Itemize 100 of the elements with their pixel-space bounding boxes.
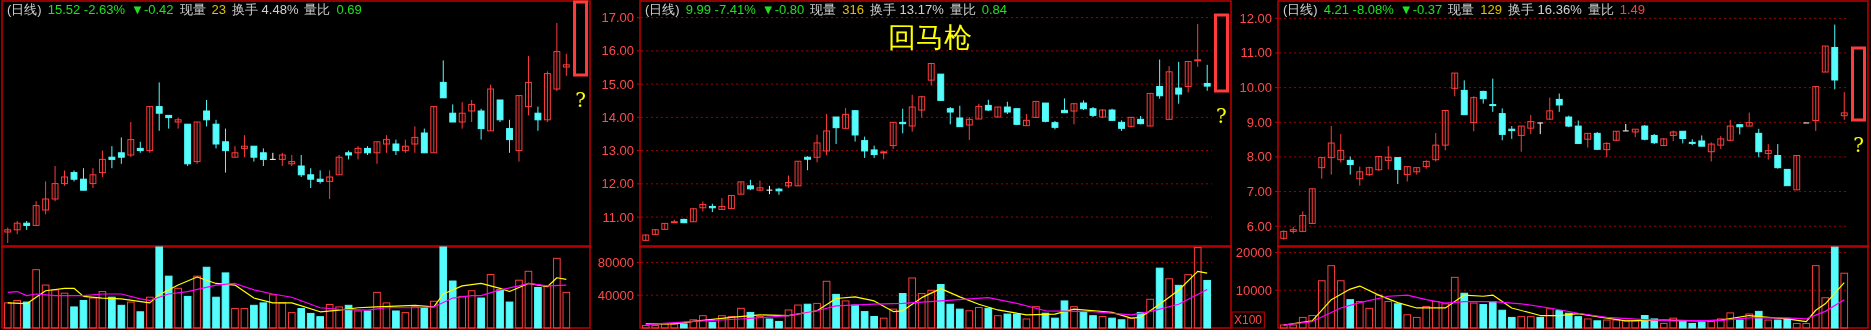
- candlestick: [212, 119, 220, 149]
- bar: [756, 316, 764, 329]
- bar: [775, 320, 783, 329]
- candlestick: [1441, 109, 1449, 151]
- bar: [164, 275, 173, 329]
- bar: [841, 300, 850, 329]
- chart-title: (日线): [7, 2, 42, 17]
- bar: [1203, 279, 1212, 329]
- candlestick: [1593, 131, 1601, 151]
- bar: [1098, 316, 1107, 329]
- y-tick-label: 12.00: [601, 176, 634, 192]
- y-tick-label: 15.00: [601, 76, 634, 92]
- candlestick: [775, 187, 783, 196]
- y-tick-label: 12.00: [1239, 10, 1272, 26]
- candlestick: [1536, 122, 1544, 135]
- candlestick: [1356, 166, 1364, 187]
- bar: [1346, 299, 1355, 329]
- candlestick: [718, 197, 726, 211]
- bar: [505, 301, 514, 329]
- bar: [136, 311, 145, 329]
- bar: [1745, 313, 1754, 329]
- bar: [965, 310, 974, 329]
- annotation: 9.99 -7.41%: [685, 2, 757, 17]
- text: 量比: [304, 2, 331, 17]
- candlestick: [1165, 65, 1173, 120]
- candlestick: [525, 55, 532, 116]
- bar: [1840, 272, 1849, 329]
- y-tick-label: 10.00: [1239, 80, 1272, 96]
- bar: [1193, 247, 1202, 329]
- bar: [1003, 313, 1012, 329]
- annotation: 回马枪: [888, 22, 973, 53]
- candlestick: [1555, 93, 1563, 113]
- candlestick: [908, 94, 916, 133]
- bar: [155, 246, 164, 329]
- bar: [1013, 313, 1021, 329]
- bar: [1469, 302, 1478, 329]
- candlestick: [80, 167, 87, 191]
- candlestick: [794, 160, 802, 187]
- bar: [1127, 317, 1135, 329]
- line-series: [645, 288, 1208, 326]
- bar: [183, 295, 192, 329]
- annotation: 换手 13.17%: [869, 2, 945, 17]
- bar: [898, 293, 907, 329]
- candlestick: [1821, 45, 1829, 73]
- bar: [851, 304, 859, 329]
- candlestick: [98, 150, 106, 178]
- bar: [1735, 319, 1744, 329]
- bar: [784, 309, 793, 329]
- bar: [1507, 316, 1516, 329]
- candlestick: [1403, 166, 1411, 183]
- candlestick: [1517, 125, 1525, 153]
- candlestick: [1489, 78, 1497, 113]
- bar: [794, 304, 802, 329]
- bar: [22, 301, 31, 329]
- candlestick: [813, 134, 821, 163]
- candlestick: [1384, 145, 1392, 170]
- chart-title: (日线): [645, 2, 680, 17]
- candlestick: [1327, 125, 1335, 176]
- bar: [448, 280, 457, 329]
- bar: [1479, 304, 1488, 329]
- bar: [193, 275, 201, 329]
- candlestick: [487, 84, 495, 132]
- annotation: ▼-0.37: [1399, 2, 1443, 17]
- annotation: 129: [1480, 2, 1502, 17]
- candlestick: [956, 105, 964, 128]
- candlestick: [756, 180, 764, 192]
- candlestick: [861, 136, 869, 159]
- annotation: 4.21 -8.08%: [1323, 2, 1395, 17]
- bar: [1165, 278, 1173, 329]
- candlestick: [51, 165, 59, 202]
- y-tick-label: 20000: [1235, 244, 1272, 260]
- candlestick: [870, 145, 878, 159]
- candlestick: [515, 95, 523, 163]
- candlestick: [1318, 157, 1326, 180]
- candlestick: [146, 106, 154, 154]
- text: 0.69: [336, 2, 362, 17]
- bar: [689, 319, 698, 329]
- bar: [822, 280, 831, 329]
- candlestick: [458, 101, 466, 130]
- candlestick: [1194, 23, 1202, 68]
- line-series: [1283, 294, 1845, 326]
- bar: [708, 321, 717, 329]
- bar: [363, 310, 372, 329]
- bar: [1022, 318, 1031, 329]
- bar: [1555, 310, 1564, 329]
- bar: [765, 318, 774, 329]
- candlestick: [1299, 210, 1307, 232]
- candlestick: [1451, 72, 1459, 97]
- bar: [429, 300, 438, 329]
- chart-title: (日线): [1283, 2, 1318, 17]
- candlestick: [240, 134, 248, 158]
- candlestick: [1726, 119, 1734, 142]
- candlestick: [899, 108, 907, 134]
- candlestick: [534, 106, 542, 132]
- annotation: 现量: [810, 2, 837, 17]
- y-tick-label: 11.00: [602, 209, 634, 225]
- bar: [174, 287, 182, 329]
- y-tick-label: 11.00: [1240, 45, 1272, 61]
- candlestick: [439, 59, 447, 99]
- candlestick: [1032, 100, 1040, 119]
